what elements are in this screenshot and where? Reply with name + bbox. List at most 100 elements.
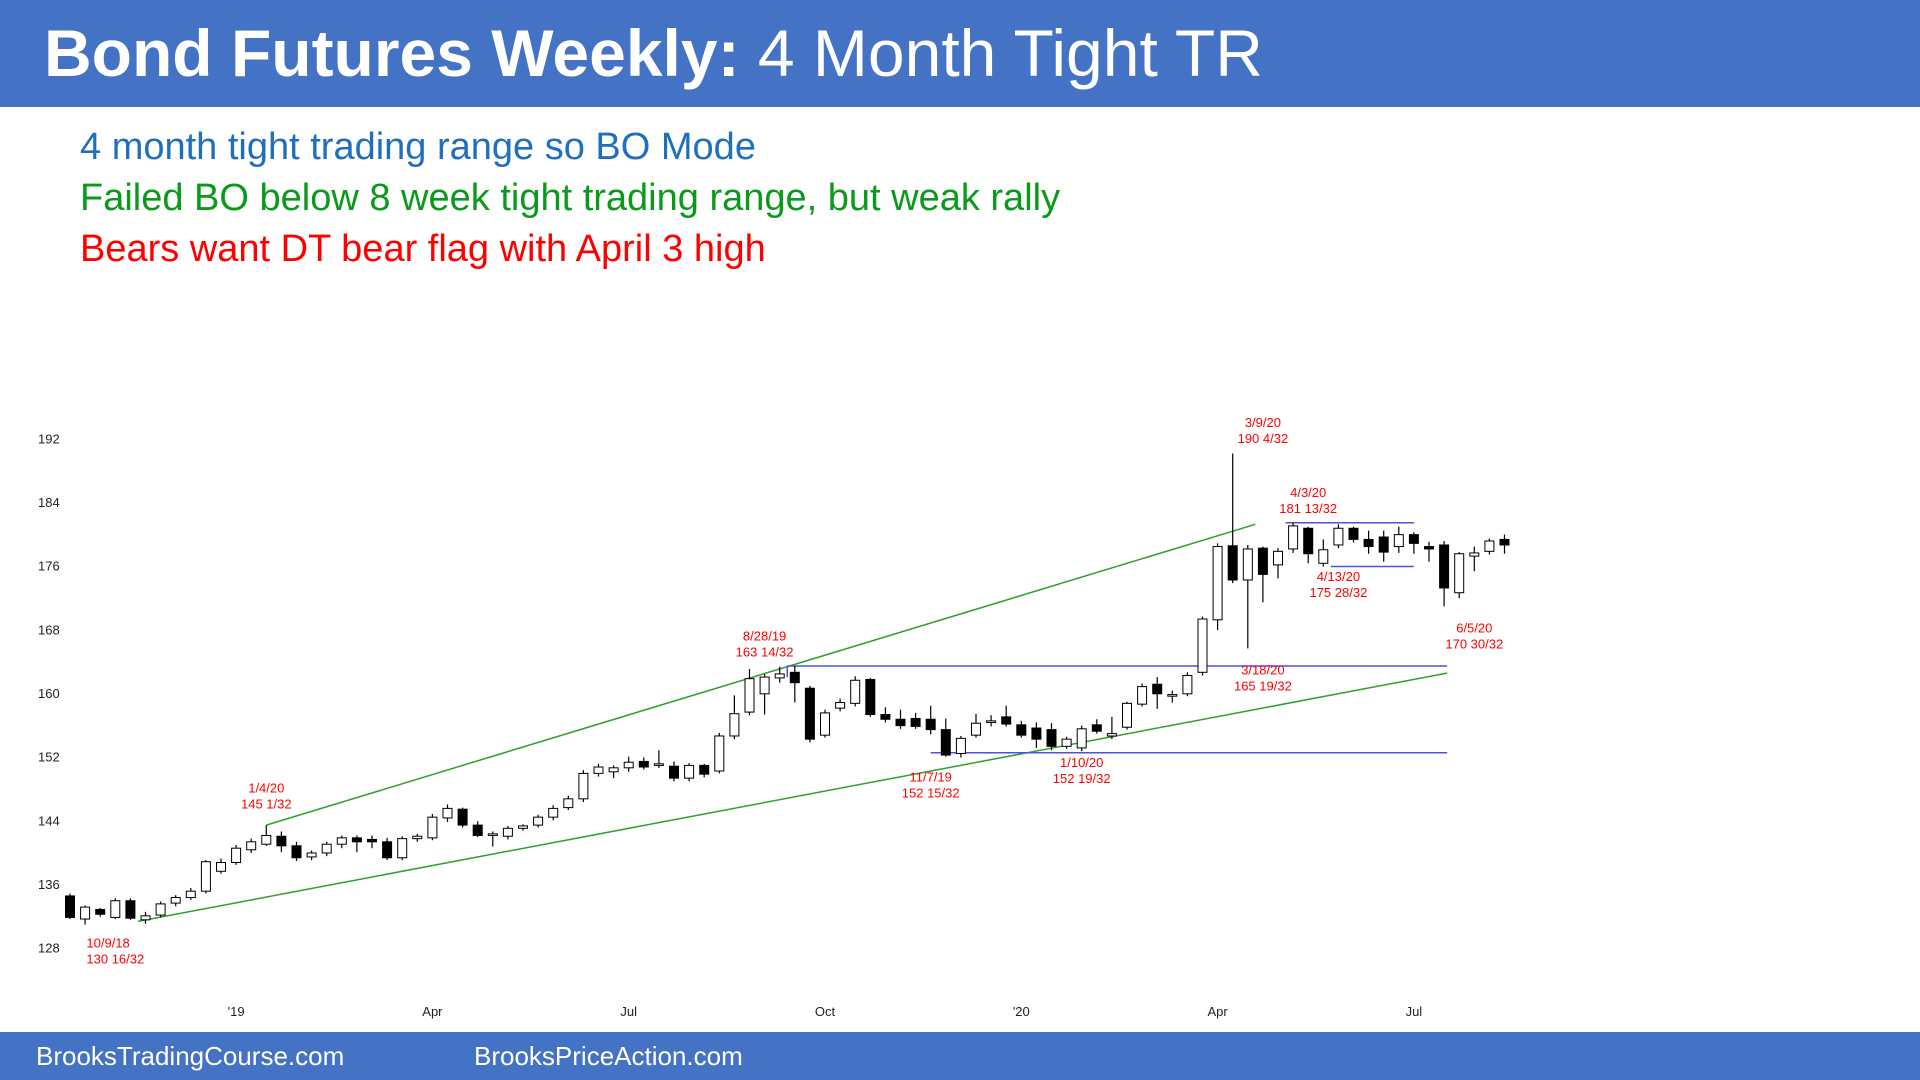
candle-body-up	[744, 678, 755, 713]
candle-body-down	[65, 895, 75, 918]
candle-body-down	[1046, 729, 1057, 747]
candle-body-down	[351, 837, 362, 843]
price-annotation: 1/4/20 145 1/32	[241, 780, 292, 811]
candle-body-down	[1091, 724, 1102, 732]
trendline	[137, 672, 1448, 923]
candle-body-down	[1439, 544, 1450, 589]
commentary-line-3: Bears want DT bear flag with April 3 hig…	[80, 228, 766, 270]
candle-body-up	[1182, 674, 1193, 695]
candle-body-up	[1273, 550, 1283, 566]
candle-body-up	[986, 720, 997, 723]
candle-body-down	[1152, 683, 1163, 695]
annotation-line: 1/4/20	[248, 780, 284, 795]
candle-body-up	[1167, 694, 1178, 697]
candle-body-down	[125, 900, 136, 919]
commentary-list: 4 month tight trading range so BO Mode F…	[80, 122, 1060, 275]
candle-body-down	[1016, 724, 1027, 736]
candle-body-down	[789, 671, 800, 684]
x-tick-label: '20	[1013, 1004, 1030, 1019]
candle-body-up	[1076, 728, 1087, 749]
candle-body-up	[608, 767, 619, 773]
candle-body-up	[155, 903, 166, 916]
x-tick-label: Jul	[620, 1004, 637, 1019]
candle-body-down	[1303, 527, 1314, 555]
price-annotation: 4/13/20 175 28/32	[1309, 569, 1367, 600]
candle-body-up	[246, 841, 257, 851]
candle-body-up	[231, 847, 242, 864]
candle-body-up	[548, 807, 559, 818]
candle-body-up	[1122, 702, 1132, 728]
candle-body-up	[729, 713, 740, 737]
candle-body-down	[1408, 534, 1419, 544]
candle-body-up	[442, 807, 453, 819]
candle-body-up	[1393, 534, 1404, 548]
candle-body-down	[1363, 538, 1374, 548]
candle-body-down	[1031, 727, 1042, 740]
candle-body-down	[1348, 527, 1359, 540]
candle-body-up	[533, 816, 544, 826]
annotation-line: 6/5/20	[1456, 621, 1492, 636]
annotation-line: 11/7/19	[909, 769, 951, 784]
candle-body-down	[699, 764, 710, 775]
candle-body-down	[1227, 545, 1238, 581]
candle-body-up	[850, 679, 861, 704]
candle-body-up	[1333, 527, 1344, 546]
weekly-candlestick-chart: 128 136 144 152 160 168 176 184 192 '19 Apr Jul Oct '…	[38, 415, 1510, 1019]
candle-body-up	[820, 712, 830, 736]
annotation-line: 152 15/32	[902, 785, 960, 800]
y-tick-label: 128	[38, 941, 60, 956]
candle-body-up	[1454, 553, 1465, 594]
candle-body-down	[367, 838, 377, 843]
footer-site-right[interactable]: BrooksPriceAction.com	[474, 1041, 743, 1071]
candle-body-up	[321, 843, 332, 854]
y-tick-label: 168	[38, 622, 60, 637]
title-bold-part: Bond Futures Weekly:	[44, 16, 740, 90]
candle-body-up	[1212, 546, 1223, 621]
candle-body-up	[306, 852, 317, 858]
annotation-line: 4/3/20	[1290, 485, 1326, 500]
annotation-line: 1/10/20	[1060, 755, 1103, 770]
x-tick-label: Apr	[1207, 1004, 1228, 1019]
candle-body-down	[95, 908, 106, 915]
candle-body-up	[518, 825, 528, 829]
page-title: Bond Futures Weekly: 4 Month Tight TR	[44, 16, 1263, 90]
candle-body-up	[1469, 552, 1480, 557]
annotation-line: 175 28/32	[1309, 585, 1367, 600]
candle-body-up	[397, 838, 408, 859]
candle-body-up	[714, 735, 725, 772]
annotation-line: 10/9/18	[86, 936, 129, 951]
price-annotation: 4/3/20 181 13/32	[1279, 485, 1337, 516]
y-tick-label: 136	[38, 877, 60, 892]
y-tick-label: 152	[38, 750, 60, 765]
candle-body-up	[971, 722, 981, 736]
x-tick-label: '19	[228, 1004, 245, 1019]
candle-body-up	[412, 835, 423, 840]
annotation-line: 3/18/20	[1241, 663, 1284, 678]
candle-body-down	[1424, 546, 1434, 550]
candle-body-up	[774, 673, 785, 679]
footer-site-left[interactable]: BrooksTradingCourse.com	[36, 1041, 345, 1071]
y-tick-label: 184	[38, 495, 60, 510]
candle-body-up	[1484, 540, 1495, 552]
candle-body-up	[261, 834, 272, 845]
candle-body-up	[578, 772, 589, 800]
candle-body-down	[638, 760, 649, 768]
annotation-line: 3/9/20	[1245, 415, 1281, 430]
x-tick-label: Oct	[815, 1004, 836, 1019]
candle-body-up	[955, 737, 966, 754]
candle-body-up	[502, 827, 513, 837]
commentary-line-2: Failed BO below 8 week tight trading ran…	[80, 177, 1061, 219]
candle-body-up	[216, 862, 226, 872]
candle-body-up	[487, 833, 498, 836]
annotation-line: 181 13/32	[1279, 501, 1337, 516]
candle-body-down	[1499, 538, 1510, 546]
title-subtitle-part: 4 Month Tight TR	[739, 16, 1263, 90]
candle-body-down	[910, 717, 921, 727]
y-tick-label: 176	[38, 559, 60, 574]
x-tick-label: Jul	[1406, 1004, 1423, 1019]
candle-body-up	[185, 890, 196, 899]
candle-body-down	[1378, 536, 1389, 553]
candle-body-down	[925, 718, 936, 731]
candle-body-up	[1137, 686, 1148, 705]
candle-body-up	[200, 861, 211, 892]
